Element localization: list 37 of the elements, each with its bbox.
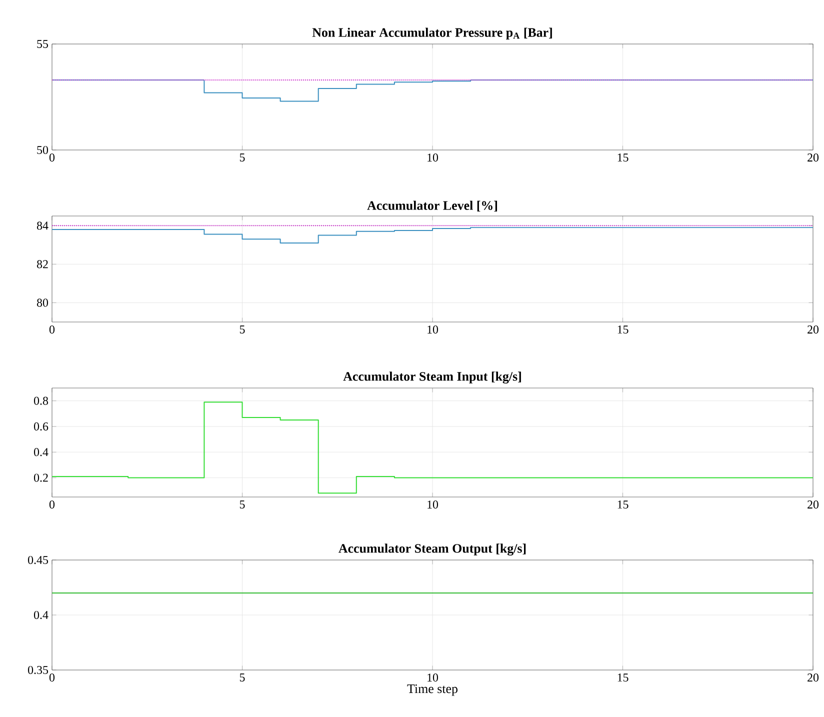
y-tick-label: 0.4 (34, 448, 48, 456)
x-tick-label: 0 (49, 154, 55, 162)
x-tick-label: 5 (240, 674, 245, 682)
y-tick-label: 84 (36, 222, 48, 230)
x-tick-label: 20 (808, 674, 819, 682)
x-tick-label: 15 (618, 674, 628, 682)
y-tick-label: 55 (37, 40, 48, 48)
x-tick-label: 5 (240, 326, 245, 334)
x-tick-label: 20 (808, 326, 819, 334)
x-tick-label: 15 (618, 154, 628, 162)
y-tick-label: 0.2 (34, 474, 48, 482)
y-tick-label: 82 (36, 260, 48, 268)
x-tick-label: 15 (618, 326, 628, 334)
y-tick-label: 0.35 (28, 666, 48, 674)
y-tick-label: 0.6 (34, 422, 48, 431)
y-tick-label: 0.8 (34, 396, 48, 405)
y-tick-label: 0.45 (28, 556, 48, 564)
x-tick-label: 10 (428, 674, 438, 682)
x-tick-label: 10 (428, 326, 438, 334)
x-tick-label: 0 (49, 326, 55, 334)
chart-title: Accumulator Steam Input [kg/s] (343, 372, 521, 384)
x-tick-label: 5 (240, 154, 245, 162)
y-tick-label: 80 (36, 298, 48, 307)
chart-title: Accumulator Level [%] (367, 200, 498, 212)
x-tick-label: 10 (428, 500, 438, 509)
y-tick-label: 50 (37, 146, 48, 154)
chart-title: Non Linear Accumulator Pressure p$_{A}$ [Bar] (312, 28, 552, 40)
x-tick-label: 5 (240, 500, 245, 508)
x-tick-label: 15 (618, 500, 628, 509)
x-tick-label: 20 (808, 154, 819, 162)
x-tick-label: 10 (428, 154, 438, 162)
x-tick-label: 0 (49, 500, 55, 509)
x-axis-title: Time step (407, 684, 458, 696)
y-tick-label: 0.4 (34, 610, 48, 620)
x-tick-label: 0 (49, 674, 55, 682)
chart-title: Accumulator Steam Output [kg/s] (338, 544, 526, 556)
x-tick-label: 20 (808, 500, 819, 509)
